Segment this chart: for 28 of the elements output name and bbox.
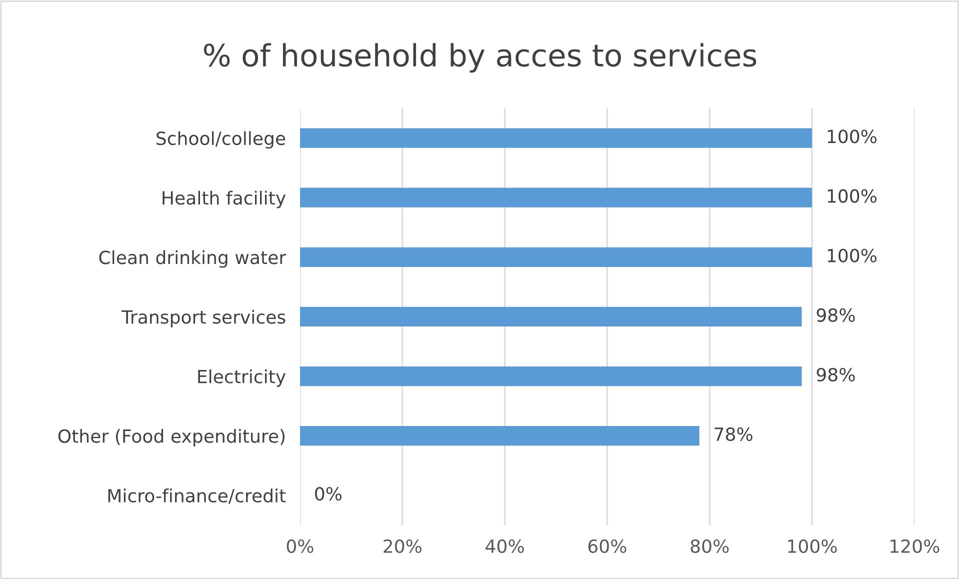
x-tick-label: 100% xyxy=(788,539,837,554)
bar xyxy=(300,366,802,386)
y-tick-label: Transport services xyxy=(122,310,286,328)
x-tick-label: 80% xyxy=(690,539,729,554)
x-tick-label: 20% xyxy=(384,539,422,554)
y-tick-label: Electricity xyxy=(198,369,286,387)
y-tick-label: Other (Food expenditure) xyxy=(58,428,285,446)
x-tick-label: 120% xyxy=(890,539,940,554)
bar xyxy=(300,247,812,267)
data-label: 98% xyxy=(816,308,855,322)
data-label: 98% xyxy=(816,368,855,382)
chart-title: % of household by acces to services xyxy=(204,43,756,73)
x-tick-label: 0% xyxy=(286,539,314,554)
y-tick-label: Clean drinking water xyxy=(99,250,286,268)
x-tick-label: 40% xyxy=(486,539,524,554)
data-label: 100% xyxy=(828,130,877,144)
data-label: 100% xyxy=(828,248,877,262)
data-label: 100% xyxy=(828,189,877,203)
data-label: 0% xyxy=(315,486,342,501)
bar xyxy=(300,128,812,148)
x-tick-label: 60% xyxy=(588,539,626,554)
bar xyxy=(300,306,802,327)
bar xyxy=(300,426,700,446)
data-label: 78% xyxy=(714,427,752,442)
y-tick-label: Health facility xyxy=(162,190,286,208)
y-tick-label: Micro-finance/credit xyxy=(108,488,286,504)
bar xyxy=(300,188,812,208)
y-tick-label: School/college xyxy=(156,131,286,149)
